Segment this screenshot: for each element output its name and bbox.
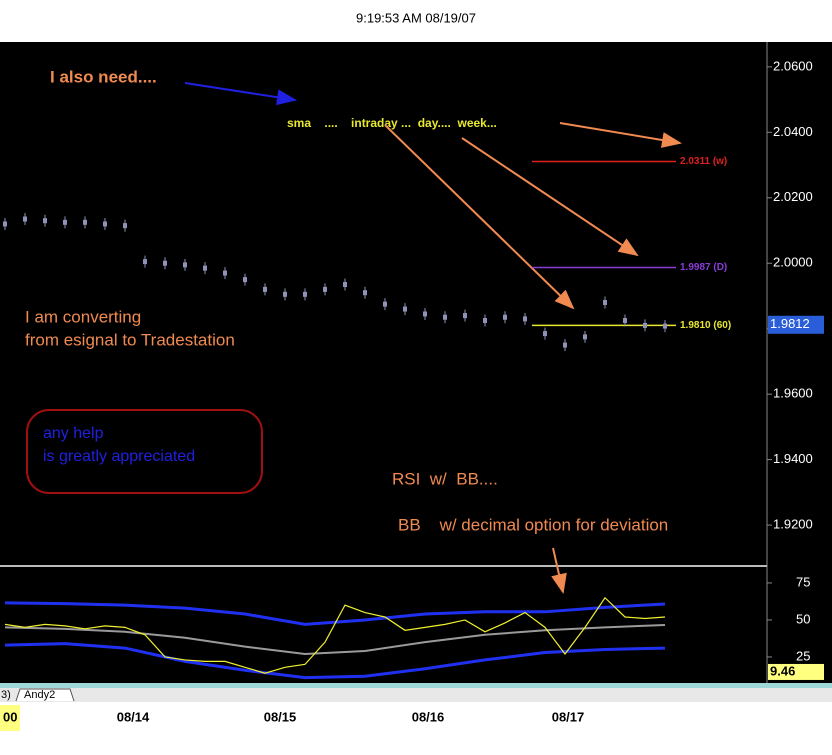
x-tick-label: 08/14: [117, 709, 150, 724]
annotation: RSI w/ BB....: [392, 469, 498, 488]
window-title: 9:19:53 AM 08/19/07: [356, 10, 476, 25]
date-label: 00: [3, 709, 17, 724]
x-tick-label: 08/15: [264, 709, 297, 724]
annotation: is greatly appreciated: [43, 448, 195, 465]
y-tick-label: 2.0400: [773, 124, 813, 139]
candle: [563, 342, 567, 348]
value-label: 9.46: [770, 663, 795, 678]
tab[interactable]: Andy2: [24, 689, 55, 701]
tab[interactable]: 3): [1, 689, 11, 701]
date-left-box: [0, 705, 20, 731]
y-tick-label: 2.0000: [773, 255, 813, 270]
candle: [283, 291, 287, 297]
value-box: [768, 663, 824, 680]
candle: [663, 323, 667, 329]
candle: [223, 270, 227, 276]
candle: [483, 318, 487, 324]
candle: [523, 316, 527, 322]
tab-row: [0, 688, 832, 702]
rsi: [4, 596, 666, 674]
candle: [103, 221, 107, 227]
candle: [423, 311, 427, 317]
candle: [383, 301, 387, 307]
candle: [183, 262, 187, 268]
candle: [123, 223, 127, 229]
y-tick-label: 1.9200: [773, 517, 813, 532]
candle: [363, 290, 367, 296]
level-label: 1.9987 (D): [680, 262, 727, 273]
callout-box: [26, 409, 263, 494]
arrow: [384, 124, 575, 310]
candle: [463, 313, 467, 319]
level-label: 2.0311 (w): [680, 156, 727, 167]
y-tick-label: 25: [796, 648, 810, 663]
y-tick-label: 50: [796, 611, 810, 626]
candle: [603, 300, 607, 306]
candle: [323, 286, 327, 292]
candle: [23, 216, 27, 222]
annotation: I am converting: [25, 307, 141, 326]
y-tick-label: 75: [796, 574, 810, 589]
candle: [623, 318, 627, 324]
annotation: I also need....: [50, 67, 157, 86]
lower-band: [4, 642, 666, 680]
candle: [583, 334, 587, 340]
arrow: [184, 82, 297, 106]
level-label: 1.9810 (60): [680, 320, 731, 331]
candle: [43, 218, 47, 224]
price-box: [768, 315, 824, 334]
arrow: [461, 137, 639, 257]
y-tick-label: 2.0200: [773, 189, 813, 204]
candle: [543, 331, 547, 337]
candle: [243, 277, 247, 283]
arrow: [559, 122, 682, 148]
candle: [503, 314, 507, 320]
candle: [163, 260, 167, 266]
y-tick-label: 2.0600: [773, 58, 813, 73]
candle: [83, 219, 87, 225]
candle: [303, 291, 307, 297]
upper-band: [4, 601, 666, 626]
candle: [203, 265, 207, 271]
middle-band: [4, 623, 666, 655]
candle: [643, 322, 647, 328]
price-label: 1.9812: [770, 316, 810, 331]
scroll-bar: [0, 683, 832, 688]
candle: [3, 221, 7, 227]
candle: [143, 259, 147, 265]
candle: [343, 282, 347, 288]
x-tick-label: 08/17: [552, 709, 585, 724]
candle: [403, 306, 407, 312]
annotation: BB w/ decimal option for deviation: [398, 515, 668, 534]
arrow: [551, 547, 567, 594]
annotation: from esignal to Tradestation: [25, 330, 235, 349]
candle: [443, 314, 447, 320]
y-tick-label: 1.9600: [773, 386, 813, 401]
candle: [263, 286, 267, 292]
tab-shape: [15, 688, 75, 702]
chart-area: [0, 42, 832, 683]
x-tick-label: 08/16: [412, 709, 445, 724]
annotation: any help: [43, 425, 104, 442]
y-tick-label: 1.9400: [773, 451, 813, 466]
candle: [63, 219, 67, 225]
annotation: sma .... intraday ... day.... week...: [287, 116, 497, 130]
